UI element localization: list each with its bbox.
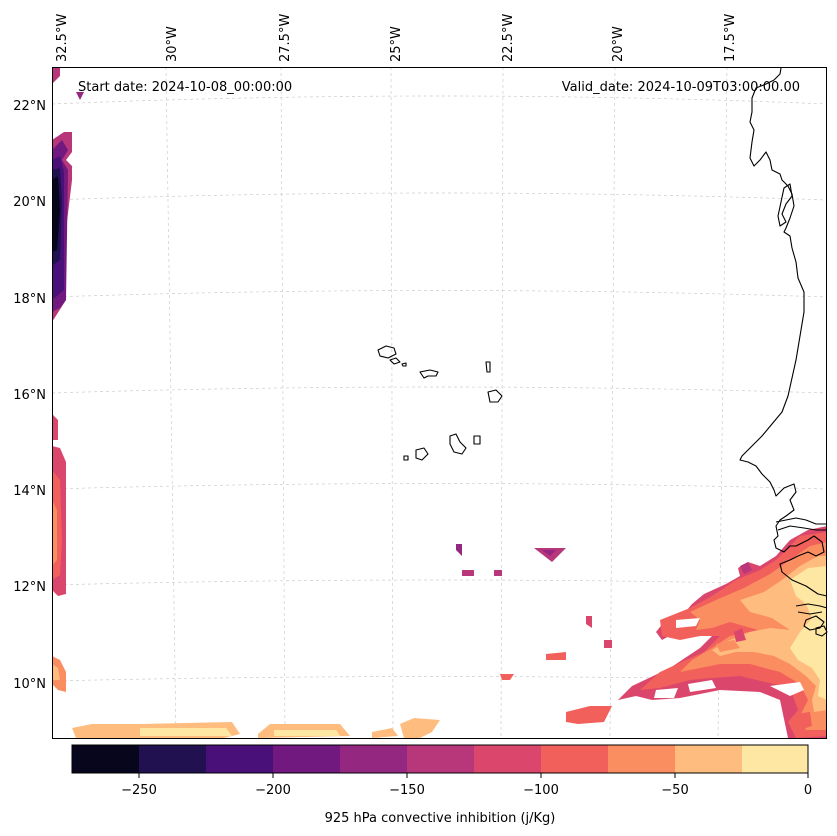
lat-gridline-18 — [51, 290, 828, 298]
lat-label: 22°N — [13, 99, 46, 114]
colorbar-bin — [72, 745, 139, 773]
cin-region — [500, 674, 514, 680]
latitude-labels: 22°N 20°N 18°N 16°N 14°N 12°N 10°N — [13, 99, 46, 692]
colorbar: −250 −200 −150 −100 −50 0 925 hPa convec… — [71, 744, 812, 826]
colorbar-label: 925 hPa convective inhibition (j/Kg) — [325, 811, 556, 826]
cin-hole — [654, 688, 678, 698]
cin-region — [76, 92, 84, 100]
colorbar-tick-label: −100 — [523, 783, 559, 798]
cin-region — [790, 566, 827, 700]
colorbar-bin — [407, 745, 474, 773]
lon-label: 27.5°W — [278, 14, 293, 62]
cin-region — [604, 640, 612, 648]
lat-gridline-22 — [51, 95, 828, 105]
cin-region — [734, 628, 746, 642]
lat-gridline-20 — [51, 192, 828, 201]
lon-gridline-20 — [609, 66, 616, 739]
cin-hole — [688, 680, 716, 692]
cin-region — [494, 570, 502, 576]
lon-label: 17.5°W — [723, 14, 738, 62]
lon-label: 20°W — [611, 26, 626, 62]
island-santiago — [449, 433, 467, 455]
island-boa-vista — [487, 389, 503, 403]
lat-label: 16°N — [13, 388, 46, 403]
lon-label: 30°W — [165, 26, 180, 62]
cin-region — [546, 652, 566, 660]
cin-region — [52, 500, 57, 566]
map-frame — [52, 67, 827, 739]
colorbar-bin — [206, 745, 273, 773]
colorbar-tick-label: −150 — [389, 783, 425, 798]
island-brava — [403, 455, 409, 461]
colorbar-bin — [340, 745, 407, 773]
lat-label: 10°N — [13, 677, 46, 692]
colorbar-frame — [71, 744, 809, 774]
island-fogo — [415, 447, 429, 461]
colorbar-tick-label: 0 — [804, 783, 812, 798]
lat-label: 12°N — [13, 580, 46, 595]
lon-label: 32.5°W — [55, 14, 70, 62]
colorbar-ticks — [138, 773, 809, 778]
cin-region — [52, 664, 60, 680]
colorbar-bin — [608, 745, 675, 773]
island-maio — [473, 435, 481, 445]
lon-label: 25°W — [389, 26, 404, 62]
colorbar-tick-labels: −250 −200 −150 −100 −50 0 — [121, 783, 812, 798]
cin-region — [400, 718, 440, 738]
cin-region — [462, 570, 474, 576]
lon-gridline-30 — [165, 66, 177, 739]
cin-region — [52, 414, 58, 440]
cin-hole — [770, 682, 804, 696]
cin-region — [456, 544, 462, 556]
cin-region — [566, 706, 612, 724]
cin-region — [542, 550, 556, 556]
colorbar-tick-label: −50 — [661, 783, 688, 798]
island-sao-vicente — [389, 357, 401, 365]
island-sal — [485, 361, 491, 373]
lat-label: 18°N — [13, 292, 46, 307]
lat-label: 20°N — [13, 195, 46, 210]
lat-gridline-12 — [51, 579, 828, 586]
africa-coastline — [739, 67, 828, 597]
cin-region — [52, 176, 60, 252]
cin-region — [140, 728, 232, 736]
cin-contours — [52, 68, 827, 738]
colorbar-bin — [541, 745, 608, 773]
gambia-river-south — [777, 525, 827, 531]
coast-inlet — [777, 183, 793, 227]
colorbar-bin — [742, 745, 808, 773]
cin-region — [372, 728, 398, 738]
lon-label: 22.5°W — [501, 14, 516, 62]
lat-label: 14°N — [13, 484, 46, 499]
lat-gridline-16 — [51, 386, 828, 394]
cin-region — [52, 68, 60, 84]
colorbar-bin — [675, 745, 742, 773]
valid-date-label: Valid_date: 2024-10-09T03:00:00.00 — [562, 80, 800, 95]
island-santa-luzia — [401, 362, 407, 367]
colorbar-bin — [273, 745, 340, 773]
colorbar-bin — [474, 745, 541, 773]
colorbar-tick-label: −250 — [121, 783, 157, 798]
start-date-label: Start date: 2024-10-08_00:00:00 — [78, 80, 292, 95]
lon-gridline-27-5 — [280, 66, 286, 739]
cin-region — [274, 730, 340, 736]
cin-region — [586, 616, 592, 628]
lat-gridline-14 — [51, 483, 828, 490]
gambia-river — [775, 517, 827, 525]
cin-hole — [676, 618, 700, 628]
guinea-bissau-coast — [795, 603, 828, 637]
island-santo-antao — [377, 345, 397, 359]
lat-gridline-10 — [51, 676, 828, 682]
colorbar-tick-label: −200 — [255, 783, 291, 798]
lon-gridline-25 — [390, 66, 394, 739]
cin-region — [740, 562, 752, 574]
colorbar-bin — [139, 745, 206, 773]
lon-gridline-22-5 — [500, 66, 504, 739]
island-sao-nicolau — [419, 369, 439, 379]
coastlines — [377, 67, 828, 637]
cin-region — [716, 640, 740, 652]
longitude-labels: 32.5°W 30°W 27.5°W 25°W 22.5°W 20°W 17.5… — [55, 14, 738, 62]
cin-region — [796, 712, 812, 730]
